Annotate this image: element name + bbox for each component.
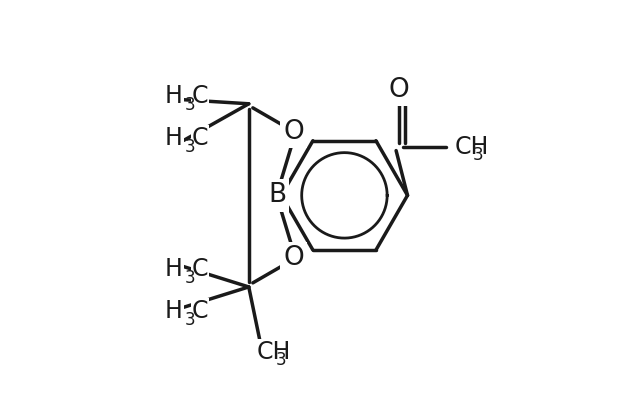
Text: O: O xyxy=(283,119,304,145)
Text: H: H xyxy=(165,300,183,323)
Text: CH: CH xyxy=(257,340,291,364)
Text: 3: 3 xyxy=(185,138,195,156)
Text: 3: 3 xyxy=(185,269,195,287)
Text: C: C xyxy=(192,84,208,107)
Text: CH: CH xyxy=(454,135,489,158)
Text: H: H xyxy=(165,127,183,150)
Text: 3: 3 xyxy=(185,96,195,114)
Text: B: B xyxy=(268,182,286,208)
Text: O: O xyxy=(389,77,410,103)
Text: C: C xyxy=(192,300,208,323)
Text: 3: 3 xyxy=(473,146,484,164)
Text: H: H xyxy=(165,84,183,107)
Text: C: C xyxy=(192,127,208,150)
Text: H: H xyxy=(165,257,183,280)
Text: C: C xyxy=(192,257,208,280)
Text: O: O xyxy=(283,245,304,271)
Text: 3: 3 xyxy=(276,351,286,369)
Text: 3: 3 xyxy=(185,311,195,329)
